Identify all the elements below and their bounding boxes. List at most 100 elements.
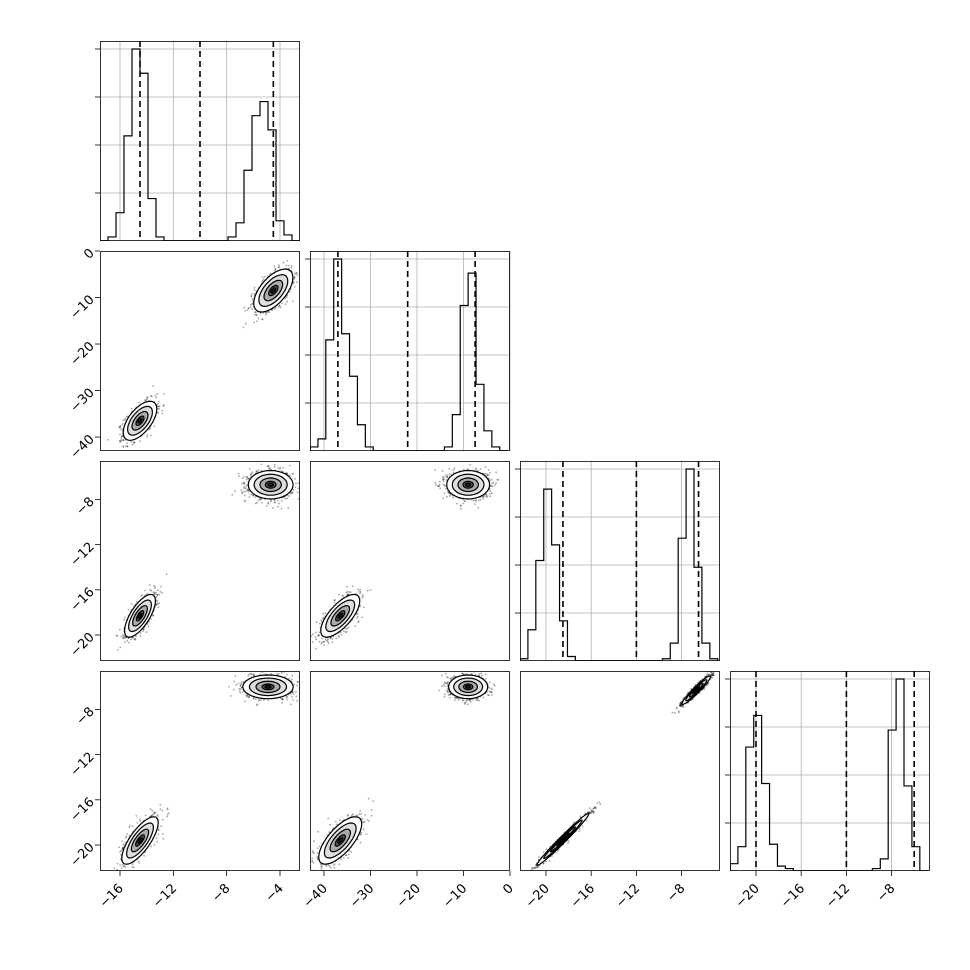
scatter-point (342, 630, 345, 633)
scatter-point (155, 604, 158, 607)
scatter-point (293, 277, 295, 280)
scatter-point (318, 633, 320, 636)
scatter-point (337, 634, 340, 637)
scatter-point (286, 497, 289, 500)
scatter-point (116, 635, 119, 638)
scatter-point (302, 481, 304, 483)
scatter-point (243, 499, 246, 502)
scatter-point (130, 440, 133, 443)
scatter-point (318, 631, 321, 634)
scatter-point (141, 630, 144, 633)
scatter-point (115, 634, 118, 637)
scatter-point (280, 507, 283, 510)
density-contour (270, 287, 277, 294)
scatter-point (254, 502, 257, 505)
scatter-point (270, 500, 272, 503)
scatter-point (338, 593, 340, 596)
scatter-point (277, 266, 280, 269)
scatter-point (441, 470, 444, 472)
scatter-point (345, 591, 348, 594)
scatter-point (139, 440, 142, 443)
scatter-point (135, 600, 138, 603)
scatter-point (281, 302, 283, 305)
scatter-point (452, 469, 454, 471)
scatter-point (156, 402, 159, 405)
scatter-point (242, 487, 245, 490)
scatter-point (369, 589, 372, 591)
scatter-point (241, 477, 244, 480)
scatter-point (317, 634, 320, 637)
scatter-point (251, 471, 254, 474)
scatter-point (150, 618, 153, 620)
scatter-point (243, 482, 246, 484)
scatter-point (126, 445, 129, 447)
scatter-point (122, 637, 124, 640)
scatter-point (247, 307, 250, 310)
histogram-panel-1 (305, 251, 511, 451)
scatter-point (124, 616, 126, 619)
scatter-point (161, 412, 164, 415)
scatter-point (251, 298, 254, 301)
scatter-point (254, 311, 256, 313)
scatter-point (157, 405, 160, 408)
scatter-point (293, 286, 296, 288)
scatter-point (246, 309, 249, 311)
scatter-point (123, 635, 126, 638)
scatter-point (119, 440, 122, 443)
scatter-point (125, 415, 128, 418)
scatter-point (442, 497, 445, 500)
scatter-point (249, 306, 252, 308)
scatter-point (255, 470, 258, 473)
scatter-point (293, 276, 296, 278)
scatter-point (282, 497, 285, 499)
scatter-point (285, 264, 288, 267)
scatter-point (154, 394, 157, 397)
scatter-point (246, 477, 249, 479)
scatter-point (290, 491, 293, 494)
scatter-point (327, 642, 330, 645)
scatter-point (106, 438, 109, 441)
scatter-point (346, 590, 349, 593)
scatter-point (327, 640, 329, 643)
scatter-point (329, 636, 332, 639)
scatter-point (249, 303, 252, 306)
scatter-point (295, 272, 298, 274)
scatter-point (284, 497, 287, 500)
scatter-point (357, 615, 359, 618)
scatter-point (314, 631, 317, 634)
scatter-point (273, 499, 276, 501)
scatter-point (349, 591, 352, 594)
scatter-point (243, 306, 246, 309)
scatter-point (291, 472, 294, 475)
scatter-point (434, 469, 436, 471)
scatter-point (243, 485, 246, 488)
scatter-point (294, 478, 296, 480)
panel-background (310, 251, 510, 451)
scatter-point (275, 306, 277, 309)
scatter-point (347, 626, 350, 629)
scatter-point (356, 617, 358, 619)
scatter-point (158, 593, 161, 596)
scatter-point (245, 490, 247, 493)
scatter-point (260, 498, 262, 501)
scatter-point (156, 393, 159, 395)
scatter-point (261, 280, 264, 282)
scatter-point (120, 436, 123, 439)
scatter-point (318, 622, 321, 625)
scatter-point (448, 468, 451, 470)
scatter-point (278, 266, 281, 268)
scatter-point (322, 612, 325, 615)
scatter-point (144, 399, 146, 401)
scatter-point (322, 617, 325, 619)
scatter-point (252, 494, 254, 497)
scatter-point (256, 314, 258, 317)
scatter-point (126, 442, 128, 445)
scatter-point (356, 612, 359, 615)
scatter-point (362, 595, 365, 598)
scatter-point (245, 484, 248, 487)
scatter-point (486, 495, 489, 498)
scatter-point (244, 487, 247, 489)
scatter-point (323, 644, 325, 647)
scatter-point (242, 326, 245, 329)
